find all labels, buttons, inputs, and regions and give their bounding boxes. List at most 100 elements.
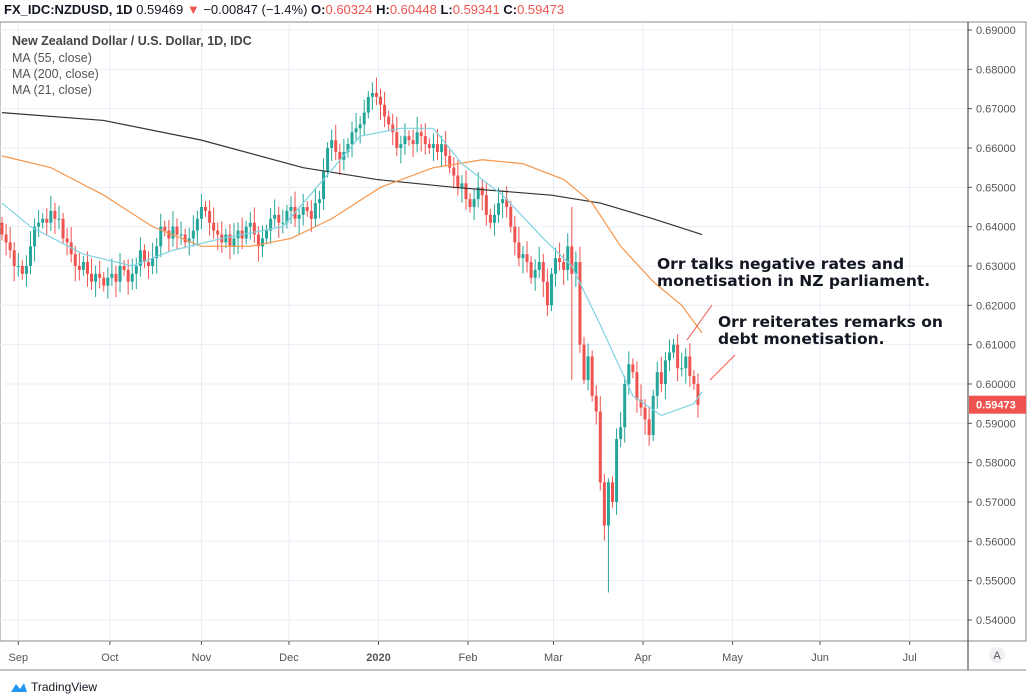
- tradingview-logo[interactable]: TradingView: [10, 680, 97, 694]
- x-tick-label: Nov: [192, 652, 212, 664]
- candle: [138, 250, 142, 266]
- brand-label: TradingView: [31, 680, 98, 694]
- x-tick-label: Jun: [811, 652, 829, 664]
- auto-scale-label[interactable]: A: [993, 650, 1001, 662]
- candle: [57, 218, 61, 220]
- candle: [326, 147, 330, 172]
- candle: [419, 132, 423, 137]
- y-tick-label: 0.58000: [976, 458, 1016, 470]
- candle: [623, 383, 627, 428]
- candle: [281, 222, 285, 224]
- legend-ma21[interactable]: MA (21, close): [12, 83, 92, 97]
- candle: [285, 210, 289, 223]
- annotation-1: Orr talks negative rates and monetisatio…: [657, 256, 930, 290]
- candle: [224, 234, 228, 243]
- candle: [545, 281, 549, 306]
- candle: [269, 218, 273, 231]
- candle: [33, 226, 37, 247]
- candle: [602, 482, 606, 526]
- candle: [594, 395, 598, 412]
- candle: [696, 383, 700, 405]
- legend-ma55[interactable]: MA (55, close): [12, 51, 92, 65]
- candle: [615, 439, 619, 502]
- auto-scale-button[interactable]: [989, 647, 1005, 663]
- candle: [256, 234, 260, 247]
- candle: [562, 262, 566, 270]
- candle: [533, 269, 537, 278]
- low-label: L:: [440, 2, 453, 17]
- candle: [566, 246, 570, 270]
- candle: [77, 265, 81, 270]
- candle: [301, 206, 305, 215]
- candle: [444, 144, 448, 156]
- x-tick-label: 2020: [366, 652, 390, 664]
- candle: [529, 262, 533, 278]
- candle: [598, 411, 602, 483]
- annotation-1-line1: Orr talks negative rates and: [657, 255, 905, 273]
- y-tick-label: 0.57000: [976, 497, 1016, 509]
- candle: [216, 230, 220, 235]
- annotation-2-line1: Orr reiterates remarks on: [718, 313, 943, 331]
- candle: [643, 407, 647, 420]
- candle: [4, 234, 8, 243]
- high-label: H:: [376, 2, 390, 17]
- candle: [456, 175, 460, 188]
- candle: [663, 360, 667, 384]
- candle: [431, 144, 435, 148]
- candle: [175, 226, 179, 235]
- candle: [667, 352, 671, 361]
- candle: [297, 214, 301, 219]
- candle: [142, 250, 146, 263]
- candle: [464, 183, 468, 200]
- candle: [574, 262, 578, 274]
- legend-title: New Zealand Dollar / U.S. Dollar, 1D, ID…: [12, 34, 252, 48]
- candle: [582, 344, 586, 381]
- candle: [688, 356, 692, 377]
- y-tick-label: 0.67000: [976, 104, 1016, 116]
- candle: [366, 96, 370, 113]
- candle: [627, 364, 631, 384]
- candle: [167, 230, 171, 239]
- candle: [346, 144, 350, 152]
- candle: [501, 199, 505, 204]
- legend-ma200[interactable]: MA (200, close): [12, 67, 99, 81]
- candle: [265, 230, 269, 239]
- last-price-label: 0.59473: [976, 400, 1016, 412]
- candle: [399, 144, 403, 148]
- candle: [65, 238, 69, 243]
- y-tick-label: 0.61000: [976, 340, 1016, 352]
- candle: [391, 124, 395, 133]
- candle: [606, 482, 610, 526]
- candle: [484, 195, 488, 215]
- annotation-2: Orr reiterates remarks on debt monetisat…: [718, 314, 943, 348]
- candle: [651, 395, 655, 436]
- candle: [53, 210, 57, 219]
- candle: [338, 151, 342, 160]
- annotation-1-pointer: [686, 304, 713, 341]
- candle: [448, 155, 452, 168]
- candle: [452, 167, 456, 176]
- candle: [317, 199, 321, 204]
- candle: [85, 262, 89, 274]
- candle: [554, 258, 558, 274]
- candle: [586, 356, 590, 381]
- chart-frame: [0, 21, 1027, 642]
- y-tick-label: 0.55000: [976, 576, 1016, 588]
- candle: [415, 132, 419, 145]
- candle: [151, 258, 155, 266]
- x-tick-label: Feb: [459, 652, 478, 664]
- x-tick-label: Apr: [634, 652, 651, 664]
- candle: [171, 226, 175, 239]
- last-price-badge: [969, 395, 1026, 414]
- candle: [411, 140, 415, 145]
- close-label: C:: [503, 2, 518, 17]
- candle: [395, 132, 399, 148]
- candle: [195, 218, 199, 231]
- symbol-header: FX_IDC:NZDUSD, 1D 0.59469 ▼ −0.00847 (−1…: [4, 2, 564, 17]
- candle: [163, 226, 167, 231]
- candle: [191, 230, 195, 239]
- change-value: −0.00847 (−1.4%): [203, 2, 308, 17]
- candle: [460, 183, 464, 188]
- candle: [383, 104, 387, 117]
